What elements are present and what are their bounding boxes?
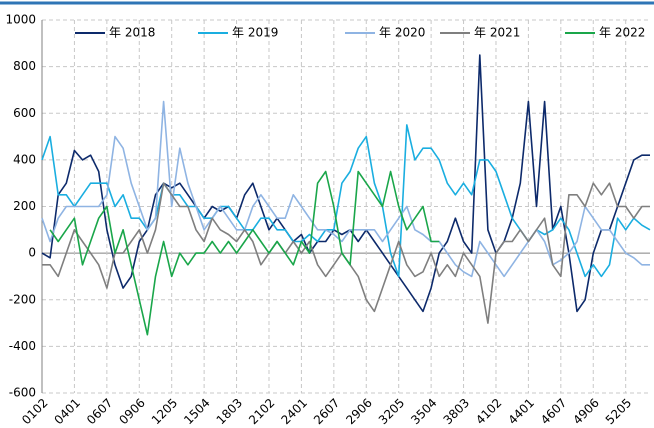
x-tick-label: 5205 — [603, 396, 634, 427]
x-tick-label: 2906 — [343, 396, 374, 427]
legend-item: 年 2018 — [75, 26, 155, 40]
y-tick-label: 600 — [13, 106, 36, 120]
x-tick-label: 1504 — [181, 396, 212, 427]
legend-item: 年 2022 — [565, 26, 645, 40]
x-tick-label: 4607 — [538, 396, 569, 427]
x-tick-label: 3504 — [408, 396, 439, 427]
y-tick-label: -400 — [9, 339, 36, 353]
x-tick-label: 2607 — [311, 396, 342, 427]
x-tick-label: 3803 — [441, 396, 472, 427]
legend-item: 年 2021 — [440, 26, 520, 40]
x-tick-label: 0906 — [116, 396, 147, 427]
x-tick-label: 1205 — [149, 396, 180, 427]
y-tick-label: 200 — [13, 199, 36, 213]
y-tick-label: 400 — [13, 152, 36, 166]
x-tick-label: 1803 — [214, 396, 245, 427]
legend-item: 年 2020 — [345, 26, 425, 40]
x-tick-label: 0607 — [84, 396, 115, 427]
legend-label: 年 2022 — [599, 26, 645, 40]
x-tick-label: 0401 — [52, 396, 83, 427]
y-tick-label: 0 — [28, 246, 36, 260]
legend-label: 年 2019 — [232, 26, 278, 40]
legend-item: 年 2019 — [198, 26, 278, 40]
y-tick-label: 1000 — [5, 13, 36, 27]
y-tick-label: -200 — [9, 292, 36, 306]
line-series — [41, 54, 650, 313]
legend-label: 年 2020 — [379, 26, 425, 40]
line-series — [41, 100, 650, 278]
y-tick-label: 800 — [13, 59, 36, 73]
line-series — [49, 170, 440, 336]
legend-label: 年 2021 — [474, 26, 520, 40]
line-series — [41, 124, 651, 278]
x-tick-label: 4102 — [473, 396, 504, 427]
x-tick-label: 3205 — [376, 396, 407, 427]
x-tick-label: 0102 — [19, 396, 50, 427]
x-tick-label: 2102 — [246, 396, 277, 427]
x-tick-label: 2401 — [279, 396, 310, 427]
y-tick-label: -600 — [9, 386, 36, 400]
x-tick-label: 4906 — [570, 396, 601, 427]
x-tick-label: 4401 — [505, 396, 536, 427]
legend-label: 年 2018 — [109, 26, 155, 40]
